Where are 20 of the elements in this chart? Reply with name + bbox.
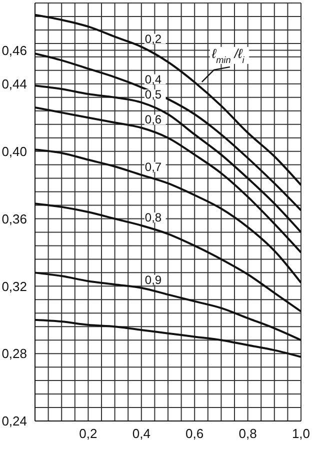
x-tick-label: 0,6 [186,426,204,442]
y-tick-label: 0,28 [2,346,27,362]
y-tick-label: 0,40 [2,144,27,159]
series-label: 0,4 [144,72,162,86]
x-tick-label: 0,8 [238,426,257,442]
y-tick-label: 0,32 [2,278,27,294]
series-label: 0,8 [144,210,162,224]
y-tick-label: 0,44 [2,76,27,92]
y-tick-label: 0,46 [2,42,27,58]
series-label: 0,6 [144,112,162,127]
series-label: 0,7 [144,160,162,174]
y-tick-label: 0,24 [2,414,27,429]
series-label: 0,2 [144,32,162,46]
annotation: ℓ$_{min}$/ℓ$_{i}$ [210,46,246,65]
x-tick-label: 1,0 [292,426,310,442]
x-tick-label: 0,4 [132,426,150,442]
series-label: 0,9 [144,272,162,287]
series-label: 0,5 [144,87,162,102]
y-tick-label: 0,36 [2,211,27,226]
x-tick-label: 0,2 [79,426,98,442]
